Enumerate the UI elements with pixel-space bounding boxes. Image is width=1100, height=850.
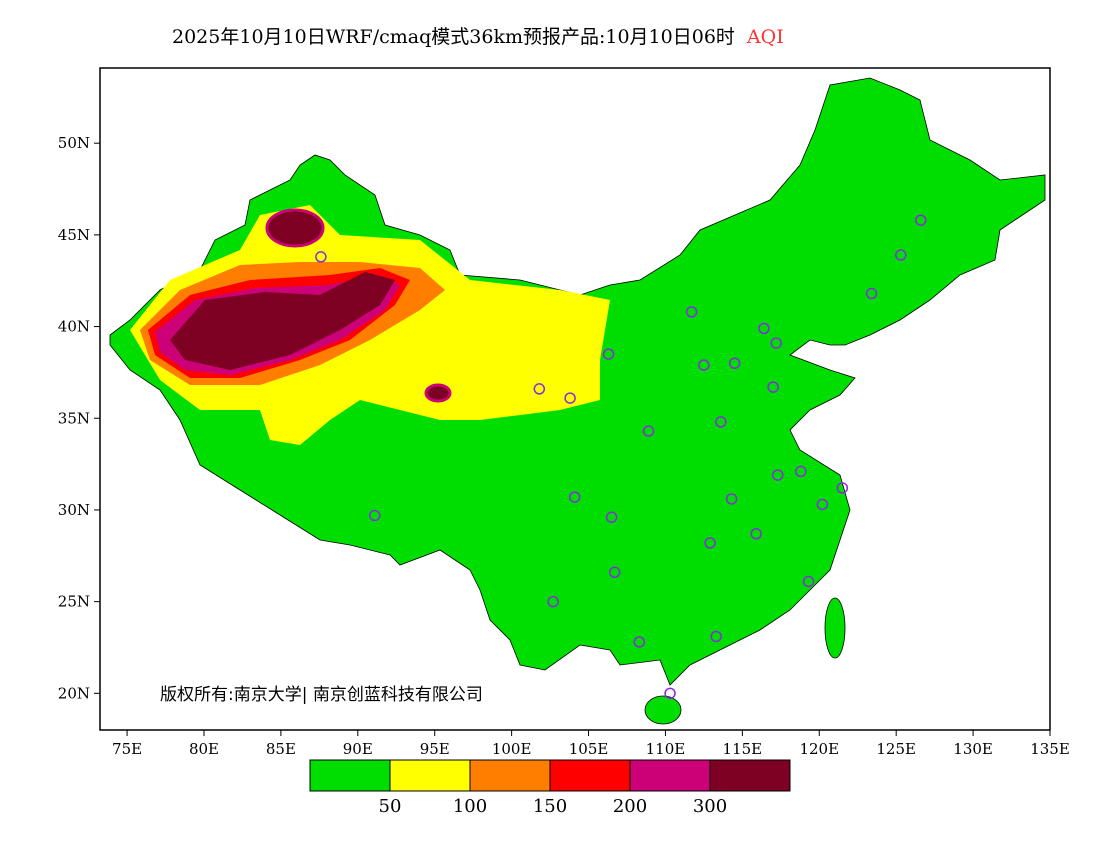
- lat-tick-label: 50N: [58, 134, 90, 152]
- station-marker: [547, 595, 559, 608]
- aqi-over-300-area: [170, 272, 395, 370]
- lon-tick-label: 125E: [876, 740, 916, 758]
- legend-swatch: [309, 759, 391, 792]
- lon-tick-label: 105E: [569, 740, 609, 758]
- station-marker: [564, 392, 576, 404]
- station-marker: [802, 575, 815, 588]
- station-marker: [915, 214, 927, 226]
- copyright-text: 版权所有:南京大学| 南京创蓝科技有限公司: [160, 685, 483, 705]
- station-marker: [642, 425, 655, 437]
- station-marker: [836, 482, 849, 494]
- station-marker: [315, 251, 327, 263]
- aqi-hotspot-qinghai: [424, 383, 452, 403]
- station-marker: [633, 636, 646, 648]
- station-marker: [770, 337, 782, 349]
- color-legend: 50 100 150 200 300: [309, 759, 791, 817]
- lon-tick-label: 120E: [799, 740, 839, 758]
- station-marker: [758, 322, 770, 335]
- station-marker: [725, 493, 738, 505]
- lon-tick-label: 115E: [723, 740, 763, 758]
- station-markers: [315, 214, 927, 700]
- legend-swatch: [469, 759, 551, 792]
- station-marker: [704, 537, 716, 549]
- lon-tick-label: 135E: [1030, 740, 1070, 758]
- lon-tick-label: 90E: [343, 740, 373, 758]
- lat-tick-label: 35N: [58, 409, 90, 427]
- taiwan-island: [824, 597, 846, 659]
- legend-label: 300: [693, 796, 727, 817]
- aqi-hotspot-north: [265, 208, 325, 248]
- legend-label: 200: [613, 796, 647, 817]
- station-marker: [865, 287, 878, 300]
- lat-tick-label: 20N: [58, 684, 90, 702]
- station-marker: [767, 381, 779, 393]
- legend-swatch: [629, 759, 711, 792]
- map-title: 2025年10月10日WRF/cmaq模式36km预报产品:10月10日06时 A…: [172, 22, 784, 49]
- station-marker: [685, 306, 698, 318]
- legend-label: 100: [453, 796, 487, 817]
- station-marker: [771, 469, 784, 481]
- lon-tick-label: 130E: [953, 740, 993, 758]
- title-main: 2025年10月10日WRF/cmaq模式36km预报产品:10月10日06时: [172, 26, 735, 48]
- legend-swatch: [389, 759, 471, 792]
- station-marker: [568, 491, 581, 503]
- station-marker: [816, 498, 829, 511]
- station-marker: [698, 359, 710, 371]
- longitude-axis: 75E 80E 85E 90E 95E 100E 105E 110E 115E 120E 125E 1…: [112, 730, 1070, 758]
- lat-tick-label: 45N: [58, 226, 90, 244]
- station-marker: [608, 566, 621, 579]
- legend-label: 150: [533, 796, 567, 817]
- legend-label: 50: [379, 796, 402, 817]
- china-region: [109, 77, 1046, 725]
- legend-swatch: [549, 759, 631, 792]
- legend-swatch: [709, 759, 791, 792]
- title-variable: AQI: [746, 26, 784, 48]
- station-marker: [710, 630, 722, 643]
- lat-tick-label: 30N: [58, 501, 90, 519]
- lat-tick-label: 40N: [58, 318, 90, 336]
- station-marker: [368, 509, 381, 522]
- station-marker: [750, 528, 762, 540]
- station-marker: [533, 383, 546, 395]
- lon-tick-label: 80E: [189, 740, 219, 758]
- lon-tick-label: 85E: [266, 740, 296, 758]
- station-marker: [715, 416, 727, 428]
- lon-tick-label: 100E: [492, 740, 532, 758]
- lon-tick-label: 75E: [112, 740, 142, 758]
- station-marker: [728, 357, 741, 369]
- lon-tick-label: 95E: [420, 740, 450, 758]
- station-marker: [602, 348, 615, 360]
- hainan-island: [644, 695, 682, 725]
- lat-tick-label: 25N: [58, 593, 90, 611]
- station-marker: [664, 687, 676, 700]
- lon-tick-label: 110E: [646, 740, 686, 758]
- station-marker: [895, 249, 907, 261]
- station-marker: [605, 511, 618, 524]
- station-marker: [795, 465, 807, 478]
- latitude-axis: 20N 25N 30N 35N 40N 45N 50N: [58, 134, 100, 702]
